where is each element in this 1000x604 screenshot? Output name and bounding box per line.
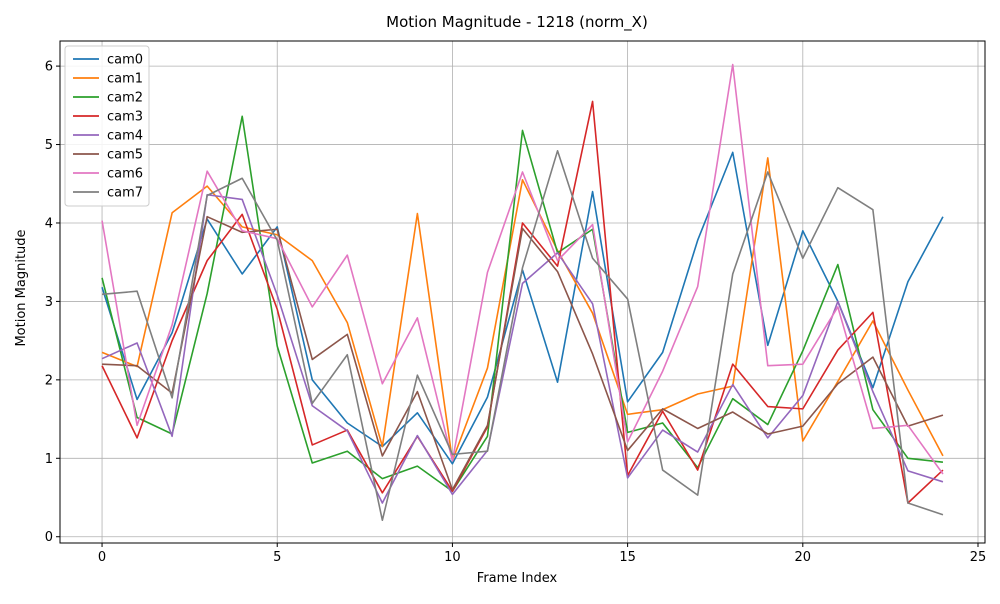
y-tick-label: 6: [45, 60, 53, 75]
y-tick-label: 5: [45, 138, 53, 153]
legend-box: [64, 45, 150, 207]
legend-label: cam0: [107, 53, 143, 68]
series-line-cam3: [101, 100, 944, 504]
legend-label: cam5: [107, 148, 143, 163]
x-tick-label: 0: [98, 550, 106, 565]
x-tick-label: 25: [970, 550, 987, 565]
y-tick-label: 2: [45, 373, 53, 388]
series-line-cam5: [102, 215, 944, 491]
y-axis-label: Motion Magnitude: [14, 229, 29, 346]
chart-title: Motion Magnitude - 1218 (norm_X): [386, 13, 648, 32]
y-tick-label: 4: [45, 216, 53, 231]
x-tick-label: 20: [795, 550, 812, 565]
series-line-cam7: [101, 150, 944, 522]
x-tick-label: 5: [273, 550, 281, 565]
legend-label: cam6: [107, 167, 143, 182]
legend-label: cam2: [107, 91, 143, 106]
x-axis-label: Frame Index: [477, 571, 558, 586]
y-tick-label: 1: [45, 452, 53, 467]
x-axis-ticks: 0 5 10 15 20 25: [98, 543, 986, 565]
y-tick-label: 3: [45, 295, 53, 310]
legend-label: cam3: [107, 110, 143, 125]
legend-label: cam1: [107, 72, 143, 87]
legend: cam0 cam1 cam2 cam3 cam4 cam5 cam6 cam7: [64, 45, 150, 207]
series-line-cam2: [101, 115, 944, 493]
legend-label: cam7: [107, 186, 143, 201]
series-line-cam4: [101, 193, 944, 504]
series-line-cam1: [101, 157, 944, 462]
series-line-cam6: [101, 63, 944, 475]
x-tick-label: 10: [444, 550, 461, 565]
y-axis-ticks: 0 1 2 3 4 5 6: [45, 60, 60, 545]
series-lines: [101, 63, 944, 522]
legend-label: cam4: [107, 129, 143, 144]
x-tick-label: 15: [619, 550, 636, 565]
grid: [60, 41, 985, 543]
plot-frame: [59, 40, 986, 544]
y-tick-label: 0: [45, 530, 53, 545]
